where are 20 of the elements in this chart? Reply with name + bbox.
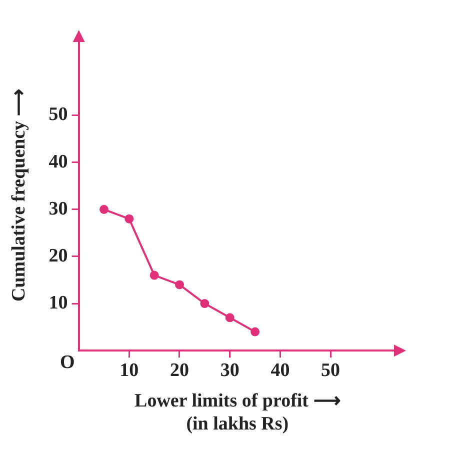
y-tick-label: 30 (48, 198, 68, 220)
point (150, 270, 159, 280)
point (99, 204, 108, 214)
y-tick-label: 40 (48, 151, 68, 172)
point (175, 280, 184, 290)
x-tick-label: 10 (120, 360, 139, 381)
y-tick-label: 10 (48, 292, 68, 314)
x-tick-label: 50 (321, 360, 340, 381)
point (124, 214, 134, 224)
x-axis-title: Lower limits of profit ⟶ (in lakhs Rs) (134, 390, 340, 435)
x-tick-label: 40 (270, 360, 290, 381)
x-tick-label: 30 (220, 360, 240, 381)
x-tick-label: 20 (170, 360, 189, 381)
point (250, 327, 260, 336)
point (225, 313, 234, 322)
point (200, 299, 210, 308)
y-tick-label: 50 (48, 104, 68, 126)
text: O (60, 352, 75, 374)
y-tick-label: 20 (48, 245, 68, 266)
y-axis-title: Cumulative frequency ⟶ (8, 89, 30, 302)
